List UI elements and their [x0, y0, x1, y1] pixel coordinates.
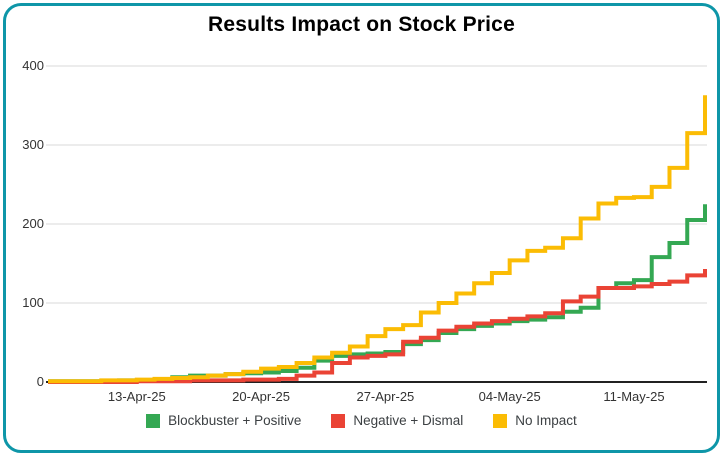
legend-label: No Impact: [515, 413, 577, 428]
legend: Blockbuster + Positive Negative + Dismal N…: [0, 413, 723, 428]
x-tick-label: 04-May-25: [478, 389, 541, 404]
y-tick-label: 200: [22, 216, 44, 231]
y-tick-label: 0: [36, 374, 44, 389]
x-tick-label: 11-May-25: [603, 389, 665, 404]
legend-label: Negative + Dismal: [353, 413, 464, 428]
series-lines: [48, 95, 707, 384]
x-tick-label: 27-Apr-25: [356, 389, 415, 404]
legend-item-negative-dismal[interactable]: Negative + Dismal: [331, 413, 463, 428]
legend-item-no-impact[interactable]: No Impact: [493, 413, 577, 428]
series-line-no-impact: [48, 95, 707, 384]
chart-outer-border: [3, 3, 720, 453]
series-line-negative-dismal: [48, 269, 707, 384]
legend-swatch-icon: [493, 413, 508, 428]
x-tick-label: 13-Apr-25: [107, 389, 166, 404]
y-tick-label: 400: [22, 58, 44, 73]
legend-swatch-icon: [146, 413, 161, 428]
y-tick-label: 300: [22, 137, 44, 152]
legend-swatch-icon: [331, 413, 346, 428]
legend-label: Blockbuster + Positive: [168, 413, 302, 428]
chart-title: Results Impact on Stock Price: [208, 13, 515, 36]
y-tick-label: 100: [22, 295, 44, 310]
legend-item-blockbuster-positive[interactable]: Blockbuster + Positive: [146, 413, 301, 428]
x-tick-label: 20-Apr-25: [232, 389, 290, 404]
